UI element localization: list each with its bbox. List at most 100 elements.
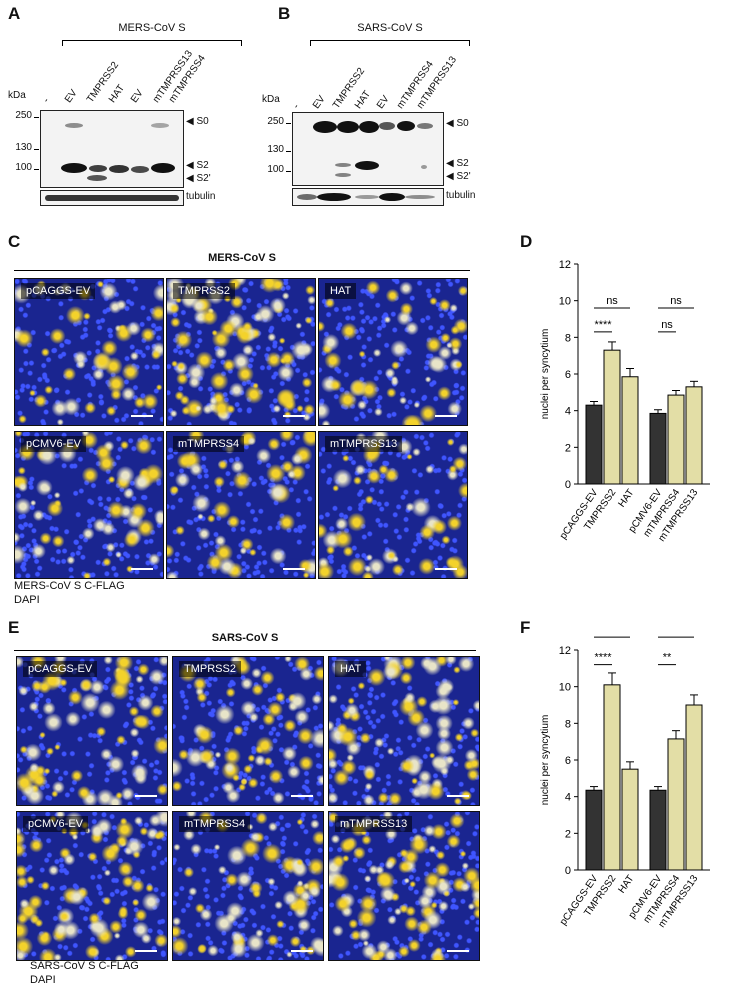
scale-bar [291,950,313,952]
micro-e-rule [14,650,476,651]
x-tick-label: HAT [616,487,636,509]
scale-bar [447,795,469,797]
micro-image-label: HAT [325,283,357,299]
y-tick-label: 0 [565,479,571,491]
y-tick-label: 2 [565,828,571,840]
blot-b-band-s2: S2 [456,158,469,169]
micro-image-mtmprss4: mTMPRSS4 [172,811,324,961]
micro-image-label: TMPRSS2 [179,661,241,677]
blot-a-tubulin-label: tubulin [186,191,216,202]
blot-a-lane: - [40,95,52,105]
blot-b-tubulin-label: tubulin [446,190,476,201]
y-tick-label: 12 [559,645,571,657]
micro-image-hat: HAT [318,278,468,426]
micro-image-hat: HAT [328,656,480,806]
blot-b-band-s0: S0 [456,118,469,129]
significance-label: ** [663,652,672,664]
micro-image-pcmv6-ev: pCMV6-EV [16,811,168,961]
y-axis-label: nuclei per syncytium [540,715,551,806]
micro-image-pcmv6-ev: pCMV6-EV [14,431,164,579]
micro-image-label: mTMPRSS4 [179,816,251,832]
micro-image-label: TMPRSS2 [173,283,235,299]
micro-image-tmprss2: TMPRSS2 [172,656,324,806]
significance-label: ns [661,319,673,331]
micro-image-label: HAT [335,661,367,677]
blot-a-lane: EV [128,87,146,105]
blot-b-kda-100: 100 [267,164,284,175]
micro-image-label: pCMV6-EV [21,436,87,452]
scale-bar [291,795,313,797]
y-tick-label: 12 [559,259,571,271]
blot-a-kda-label: kDa [8,90,26,101]
bar [667,738,685,871]
scale-bar [135,795,157,797]
bar [585,404,603,485]
bar [585,789,603,871]
blot-a-kda-130: 130 [15,142,32,153]
bar [667,394,685,485]
micro-c-legend-dapi: DAPI [14,594,40,606]
bar [603,684,621,871]
blot-b-group-rule [310,40,470,41]
blot-a-lane: HAT [106,82,128,105]
blot-a-group-title: MERS-CoV S [118,22,186,34]
blot-a-band-s2: S2 [196,160,209,171]
blot-a-tubulin [40,190,184,206]
blot-b-group-title: SARS-CoV S [357,22,423,34]
blot-b-lane: EV [374,93,392,111]
blot-a-band-s2p: S2' [196,173,211,184]
bar [621,376,639,485]
y-tick-label: 4 [565,406,571,418]
micro-image-mtmprss13: mTMPRSS13 [318,431,468,579]
x-tick-label: HAT [616,873,636,895]
bar [649,412,667,485]
scale-bar [283,568,305,570]
scale-bar [435,568,457,570]
significance-label: **** [594,652,612,664]
y-axis-label: nuclei per syncytium [540,329,551,420]
bar [621,768,639,871]
blot-a-band-s0: S0 [196,116,209,127]
micro-image-label: mTMPRSS4 [173,436,245,452]
significance-label: ns [606,295,618,307]
micro-image-label: pCAGGS-EV [21,283,96,299]
micro-e-title: SARS-CoV S [211,632,279,644]
micro-c-title: MERS-CoV S [208,252,276,264]
significance-label: **** [594,319,612,331]
micro-c-legend-flag: MERS-CoV S C-FLAG [14,580,125,592]
bar [685,704,703,871]
scale-bar [435,415,457,417]
significance-label: ns [670,295,682,307]
blot-a-group-rule [62,40,242,41]
micro-image-mtmprss13: mTMPRSS13 [328,811,480,961]
micro-image-label: mTMPRSS13 [325,436,403,452]
bar [649,789,667,871]
blot-a-kda-100: 100 [15,162,32,173]
panel-label-e: E [8,618,20,637]
y-tick-label: 10 [559,682,571,694]
blot-b-lane: EV [310,93,328,111]
micro-image-label: mTMPRSS13 [335,816,413,832]
y-tick-label: 6 [565,369,571,381]
panel-label-f: F [520,618,531,637]
micro-image-pcaggs-ev: pCAGGS-EV [16,656,168,806]
scale-bar [131,415,153,417]
micro-c-rule [14,270,470,271]
blot-b-band-s2p: S2' [456,171,471,182]
blot-b-main [292,112,444,186]
panel-label-d: D [520,232,533,251]
blot-b-lane: HAT [352,88,374,111]
bar [685,386,703,485]
y-tick-label: 6 [565,755,571,767]
scale-bar [135,950,157,952]
blot-b-kda-250: 250 [267,116,284,127]
blot-a-lane: EV [62,87,80,105]
scale-bar [131,568,153,570]
micro-image-pcaggs-ev: pCAGGS-EV [14,278,164,426]
y-tick-label: 2 [565,442,571,454]
panel-label-b: B [278,4,291,23]
y-tick-label: 8 [565,332,571,344]
blot-b-kda-130: 130 [267,144,284,155]
